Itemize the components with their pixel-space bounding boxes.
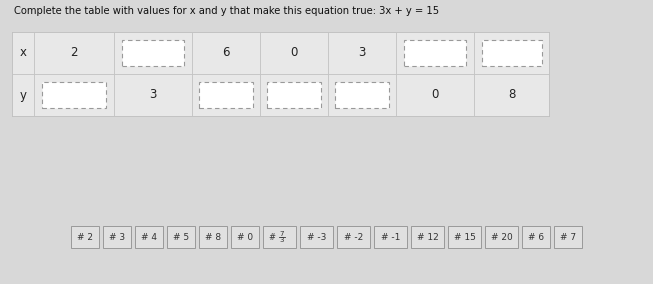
Bar bbox=[522, 226, 550, 248]
Bar bbox=[135, 226, 163, 248]
Text: # 7: # 7 bbox=[560, 233, 576, 241]
Bar bbox=[42, 82, 106, 108]
Text: 6: 6 bbox=[222, 47, 230, 60]
Bar bbox=[335, 82, 389, 108]
Text: # -2: # -2 bbox=[344, 233, 363, 241]
Bar bbox=[260, 32, 328, 74]
Bar bbox=[263, 226, 296, 248]
Bar bbox=[71, 226, 99, 248]
Bar bbox=[34, 32, 114, 74]
Text: 2: 2 bbox=[71, 47, 78, 60]
Text: 8: 8 bbox=[508, 89, 515, 101]
Text: Complete the table with values for x and y that make this equation true: 3x + y : Complete the table with values for x and… bbox=[14, 6, 439, 16]
Bar bbox=[404, 40, 466, 66]
Text: 0: 0 bbox=[432, 89, 439, 101]
Text: 3: 3 bbox=[150, 89, 157, 101]
Bar bbox=[396, 32, 474, 74]
Text: #: # bbox=[268, 233, 276, 241]
Bar bbox=[199, 82, 253, 108]
Bar bbox=[448, 226, 481, 248]
Text: # 20: # 20 bbox=[490, 233, 513, 241]
Bar bbox=[12, 32, 34, 74]
Bar bbox=[328, 32, 396, 74]
Bar bbox=[474, 32, 549, 74]
Bar bbox=[396, 74, 474, 116]
Bar bbox=[167, 226, 195, 248]
Bar bbox=[192, 74, 260, 116]
Text: 3: 3 bbox=[358, 47, 366, 60]
Bar bbox=[485, 226, 518, 248]
Text: # -1: # -1 bbox=[381, 233, 400, 241]
Bar bbox=[12, 74, 34, 116]
Text: # 12: # 12 bbox=[417, 233, 438, 241]
Bar bbox=[411, 226, 444, 248]
Text: x: x bbox=[20, 47, 27, 60]
Text: 7: 7 bbox=[279, 231, 284, 237]
Bar bbox=[12, 32, 549, 116]
Text: # 2: # 2 bbox=[77, 233, 93, 241]
Text: # 5: # 5 bbox=[173, 233, 189, 241]
Bar bbox=[554, 226, 582, 248]
Text: 0: 0 bbox=[291, 47, 298, 60]
Bar bbox=[34, 74, 114, 116]
Bar bbox=[114, 74, 192, 116]
Text: # 8: # 8 bbox=[205, 233, 221, 241]
Bar bbox=[192, 32, 260, 74]
Bar bbox=[328, 74, 396, 116]
Bar bbox=[474, 74, 549, 116]
Text: # 4: # 4 bbox=[141, 233, 157, 241]
Bar bbox=[481, 40, 541, 66]
Text: y: y bbox=[20, 89, 27, 101]
Text: # 6: # 6 bbox=[528, 233, 544, 241]
Bar bbox=[260, 74, 328, 116]
Bar bbox=[122, 40, 184, 66]
Bar bbox=[267, 82, 321, 108]
Bar bbox=[337, 226, 370, 248]
Bar bbox=[374, 226, 407, 248]
Text: # -3: # -3 bbox=[307, 233, 326, 241]
Bar bbox=[103, 226, 131, 248]
Bar bbox=[199, 226, 227, 248]
Text: # 3: # 3 bbox=[109, 233, 125, 241]
Bar bbox=[114, 32, 192, 74]
Text: 3: 3 bbox=[279, 237, 284, 243]
Text: # 0: # 0 bbox=[237, 233, 253, 241]
Text: # 15: # 15 bbox=[454, 233, 475, 241]
Bar bbox=[300, 226, 333, 248]
Bar bbox=[231, 226, 259, 248]
